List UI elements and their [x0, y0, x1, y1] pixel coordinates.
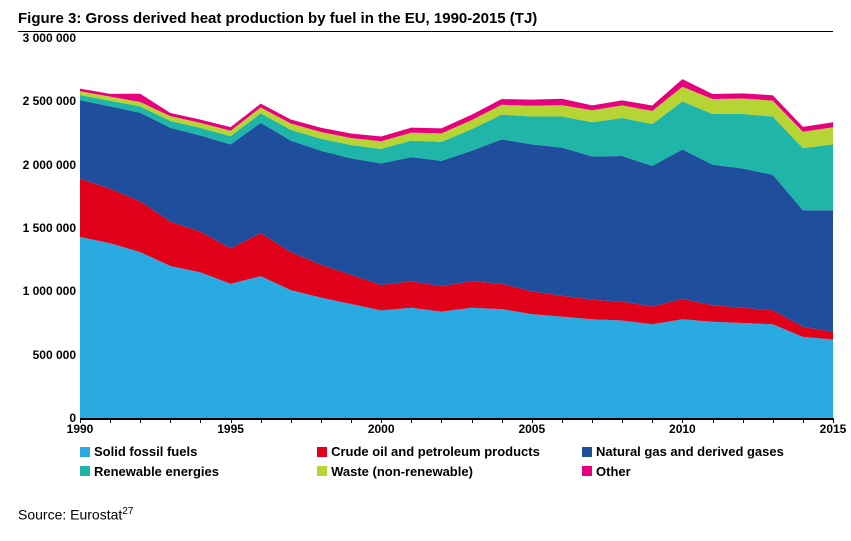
x-tick-label: 1990	[67, 422, 94, 436]
legend-swatch	[80, 447, 90, 457]
x-tick-label: 2015	[820, 422, 847, 436]
legend-item-crude_oil: Crude oil and petroleum products	[317, 442, 572, 462]
legend-label: Crude oil and petroleum products	[331, 442, 540, 462]
x-axis-labels: 199019952000200520102015	[80, 420, 833, 438]
x-tick-label: 1995	[217, 422, 244, 436]
figure-container: Figure 3: Gross derived heat production …	[0, 0, 851, 541]
legend-item-natural_gas: Natural gas and derived gases	[582, 442, 823, 462]
y-tick-label: 1 500 000	[23, 221, 76, 235]
x-tick-label: 2010	[669, 422, 696, 436]
x-tick-label: 2000	[368, 422, 395, 436]
y-tick-label: 2 000 000	[23, 158, 76, 172]
source-line: Source: Eurostat27	[18, 506, 833, 523]
legend-swatch	[80, 466, 90, 476]
figure-title: Figure 3: Gross derived heat production …	[18, 10, 833, 32]
legend-item-waste: Waste (non-renewable)	[317, 462, 572, 482]
legend-swatch	[582, 466, 592, 476]
legend-label: Natural gas and derived gases	[596, 442, 784, 462]
legend-row: Renewable energies Waste (non-renewable) O…	[80, 462, 833, 482]
legend-item-other: Other	[582, 462, 823, 482]
legend-row: Solid fossil fuels Crude oil and petroleu…	[80, 442, 833, 462]
x-tick-label: 2005	[518, 422, 545, 436]
legend-item-renewables: Renewable energies	[80, 462, 307, 482]
chart-area: 0500 0001 000 0001 500 0002 000 0002 500…	[18, 38, 833, 458]
source-label: Source: Eurostat	[18, 507, 122, 523]
legend-swatch	[317, 447, 327, 457]
legend: Solid fossil fuels Crude oil and petroleu…	[80, 442, 833, 481]
legend-label: Solid fossil fuels	[94, 442, 197, 462]
legend-label: Waste (non-renewable)	[331, 462, 473, 482]
source-superscript: 27	[122, 506, 133, 517]
legend-label: Renewable energies	[94, 462, 219, 482]
y-axis-labels: 0500 0001 000 0001 500 0002 000 0002 500…	[18, 38, 80, 418]
legend-item-solid_fossil: Solid fossil fuels	[80, 442, 307, 462]
y-tick-label: 3 000 000	[23, 31, 76, 45]
legend-label: Other	[596, 462, 631, 482]
y-tick-label: 1 000 000	[23, 284, 76, 298]
plot-area	[80, 38, 833, 420]
y-tick-label: 500 000	[33, 348, 76, 362]
legend-swatch	[582, 447, 592, 457]
legend-swatch	[317, 466, 327, 476]
y-tick-label: 2 500 000	[23, 94, 76, 108]
